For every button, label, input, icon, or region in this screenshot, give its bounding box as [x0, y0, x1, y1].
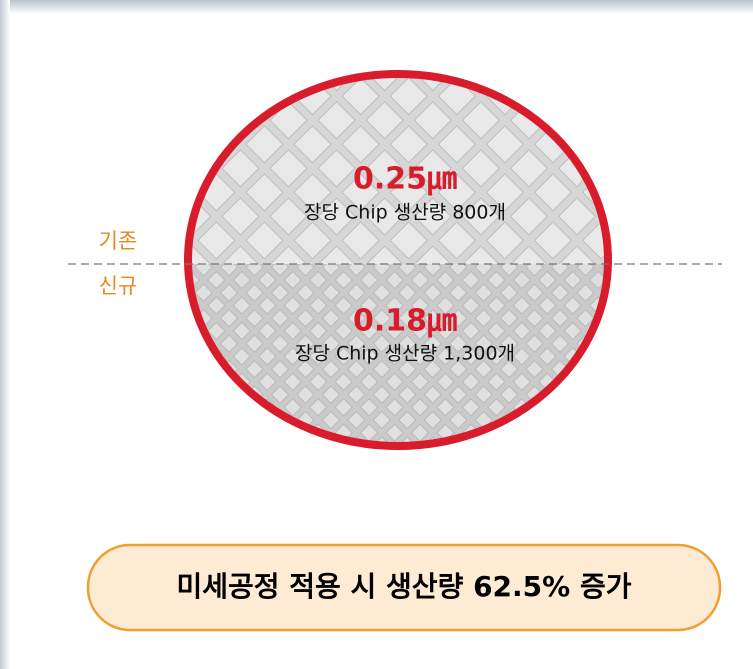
old-label: 기존: [99, 229, 138, 253]
summary-text: 미세공정 적용 시 생산량 62.5% 증가: [176, 570, 631, 603]
diagram: 기존 신규 0.25㎛ 장당 Chip 생산량 800개 0.18㎛ 장당 Ch…: [0, 0, 753, 669]
new-size: 0.18㎛: [353, 304, 457, 339]
old-yield: 장당 Chip 생산량 800개: [304, 202, 506, 224]
background-edge: [0, 0, 753, 14]
background-edge: [0, 0, 10, 669]
old-size: 0.25㎛: [353, 162, 457, 197]
new-label: 신규: [99, 274, 138, 298]
new-yield: 장당 Chip 생산량 1,300개: [295, 343, 515, 365]
page: 기존 신규 0.25㎛ 장당 Chip 생산량 800개 0.18㎛ 장당 Ch…: [0, 0, 753, 669]
